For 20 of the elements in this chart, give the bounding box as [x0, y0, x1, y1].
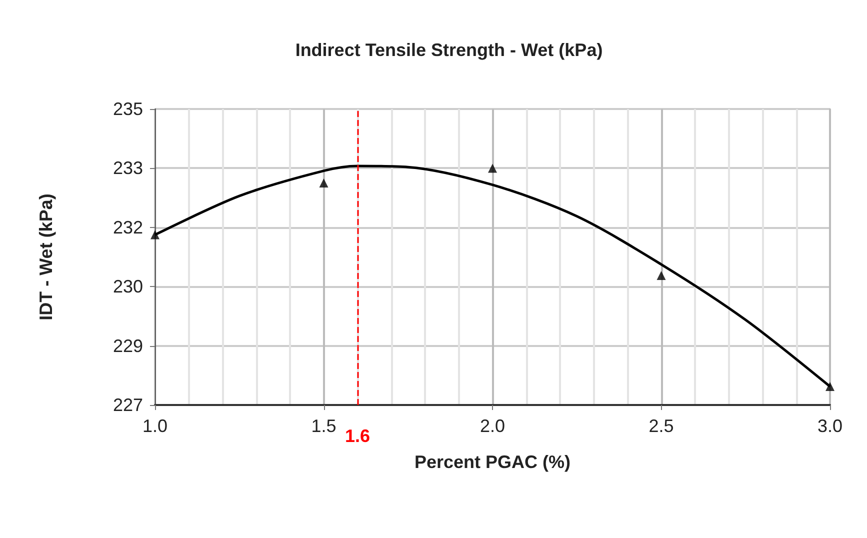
y-tick-label: 232 [112, 217, 143, 238]
x-tick-label: 3.0 [817, 416, 843, 436]
x-tick-label: 2.5 [648, 416, 674, 436]
x-tick-label: 1.0 [142, 416, 168, 436]
point [488, 164, 497, 173]
x-axis-title: Percent PGAC (%) [414, 452, 571, 472]
ref-line-label: 1.6 [344, 426, 370, 446]
y-tick-label: 233 [112, 158, 143, 178]
y-tick-label: 235 [112, 99, 143, 119]
point [319, 178, 328, 188]
x-tick-label: 2.0 [480, 416, 506, 436]
x-tick-label: 1.5 [311, 416, 336, 436]
y-tick-label: 227 [112, 395, 143, 415]
y-tick-label: 229 [112, 336, 143, 356]
y-tick-label: 230 [112, 276, 143, 297]
point [826, 382, 834, 391]
point [656, 271, 666, 280]
y-axis-title: IDT - Wet (kPa) [36, 194, 56, 320]
point [150, 230, 160, 240]
chart-title: Indirect Tensile Strength - Wet (kPa) [295, 40, 603, 60]
